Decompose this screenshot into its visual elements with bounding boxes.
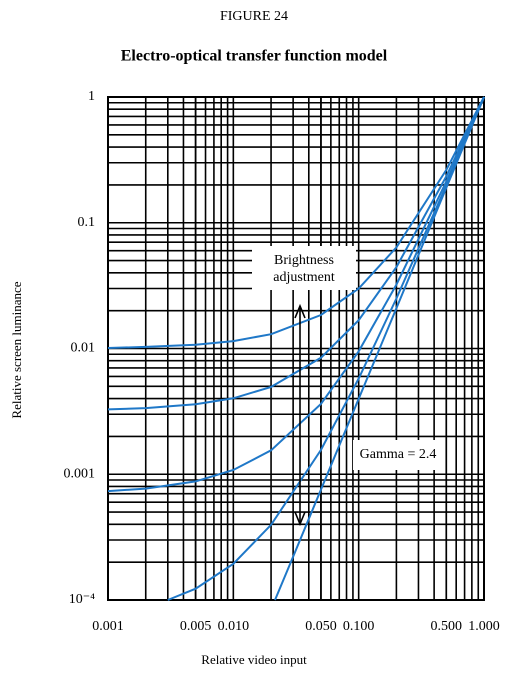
curve	[274, 96, 485, 601]
x-tick-label: 0.500	[431, 619, 463, 634]
y-tick-label: 10⁻⁴	[69, 592, 95, 607]
curve	[107, 96, 485, 493]
annotation-text: adjustment	[273, 270, 335, 285]
x-axis-label: Relative video input	[201, 652, 307, 667]
x-tick-label: 0.005	[180, 619, 212, 634]
plot-frame	[107, 96, 485, 601]
chart-title: Electro-optical transfer function model	[121, 48, 388, 65]
annotation-box	[353, 440, 443, 470]
annotation-box	[252, 246, 356, 290]
x-tick-label: 0.010	[218, 619, 250, 634]
curve	[107, 96, 485, 349]
annotation-text: Gamma = 2.4	[360, 447, 437, 462]
x-tick-label: 0.001	[92, 619, 124, 634]
annotation-text: Brightness	[274, 253, 334, 268]
y-tick-label: 1	[88, 89, 95, 104]
y-tick-label: 0.1	[78, 215, 96, 230]
x-tick-label: 0.050	[305, 619, 337, 634]
figure-number: FIGURE 24	[220, 9, 288, 24]
annotations: Brightness adjustment Gamma = 2.4	[252, 246, 443, 527]
grid	[107, 96, 485, 601]
arrow-head	[294, 303, 306, 319]
arrow-head	[294, 511, 306, 527]
x-tick-label: 0.100	[343, 619, 375, 634]
y-tick-label: 0.01	[71, 341, 96, 356]
x-tick-label: 1.000	[468, 619, 500, 634]
y-tick-label: 0.001	[64, 466, 96, 481]
curves	[107, 96, 485, 601]
curve	[167, 96, 485, 601]
curve	[107, 96, 485, 411]
y-axis-label: Relative screen luminance	[9, 281, 24, 418]
